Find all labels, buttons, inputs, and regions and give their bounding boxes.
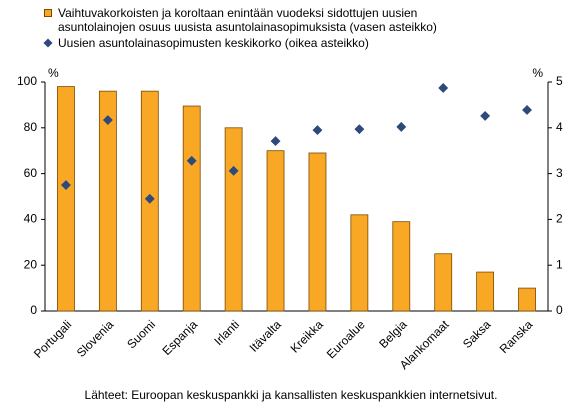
bar bbox=[308, 152, 327, 312]
x-tick-label: Kreikka bbox=[288, 317, 326, 355]
y2-tick-label: 1 bbox=[556, 257, 563, 271]
bar bbox=[392, 221, 411, 312]
source-note: Lähteet: Euroopan keskuspankki ja kansal… bbox=[85, 388, 498, 402]
y2-tick-label: 0 bbox=[556, 303, 563, 317]
legend-swatch bbox=[44, 9, 52, 17]
marker bbox=[354, 124, 365, 135]
marker bbox=[522, 104, 532, 115]
legend-item: Uusien asuntolainasopimusten keskikorko … bbox=[43, 36, 484, 50]
marker bbox=[228, 165, 239, 176]
legend-swatch bbox=[43, 38, 53, 48]
bar bbox=[266, 150, 285, 312]
bar bbox=[350, 214, 369, 312]
y2-tick-label: 5 bbox=[556, 74, 563, 88]
bar bbox=[434, 253, 453, 312]
bar bbox=[57, 86, 75, 312]
x-tick-label: Saksa bbox=[460, 317, 494, 351]
bar bbox=[224, 127, 243, 312]
marker bbox=[396, 121, 407, 132]
marker bbox=[186, 155, 197, 166]
marker bbox=[480, 110, 491, 121]
x-tick-label: Portugali bbox=[31, 317, 74, 360]
y-tick-label: 100 bbox=[17, 74, 37, 88]
marker bbox=[438, 83, 449, 93]
bar bbox=[476, 271, 495, 312]
x-tick-label: Belgia bbox=[376, 317, 410, 351]
y2-tick-label: 4 bbox=[556, 120, 563, 134]
y-tick-label: 40 bbox=[24, 212, 38, 226]
y-axis-label: % bbox=[48, 66, 59, 80]
x-tick-label: Euroalue bbox=[324, 317, 368, 361]
y-tick-label: 60 bbox=[24, 166, 38, 180]
marker bbox=[270, 136, 281, 147]
y-tick-label: 80 bbox=[24, 120, 38, 134]
x-tick-label: Suomi bbox=[124, 317, 158, 351]
x-tick-label: Ranska bbox=[497, 317, 536, 356]
legend-label: Vaihtuvakorkoisten ja koroltaan enintään… bbox=[58, 6, 437, 34]
bar bbox=[98, 90, 117, 312]
marker bbox=[312, 125, 323, 136]
y2-axis-label: % bbox=[532, 66, 543, 80]
x-tick-label: Irlanti bbox=[211, 317, 242, 348]
marker bbox=[144, 193, 155, 204]
y-tick-label: 20 bbox=[24, 257, 38, 271]
x-tick-label: Itävalta bbox=[247, 317, 284, 354]
bar bbox=[518, 287, 536, 312]
x-tick-label: Slovenia bbox=[74, 317, 117, 360]
legend-item: Vaihtuvakorkoisten ja koroltaan enintään… bbox=[44, 6, 484, 34]
y-tick-label: 0 bbox=[30, 303, 37, 317]
x-tick-label: Espanja bbox=[160, 317, 201, 358]
y2-tick-label: 3 bbox=[556, 166, 563, 180]
y2-tick-label: 2 bbox=[556, 212, 563, 226]
legend-label: Uusien asuntolainasopimusten keskikorko … bbox=[58, 36, 369, 50]
bar bbox=[182, 105, 201, 312]
marker bbox=[102, 115, 113, 125]
